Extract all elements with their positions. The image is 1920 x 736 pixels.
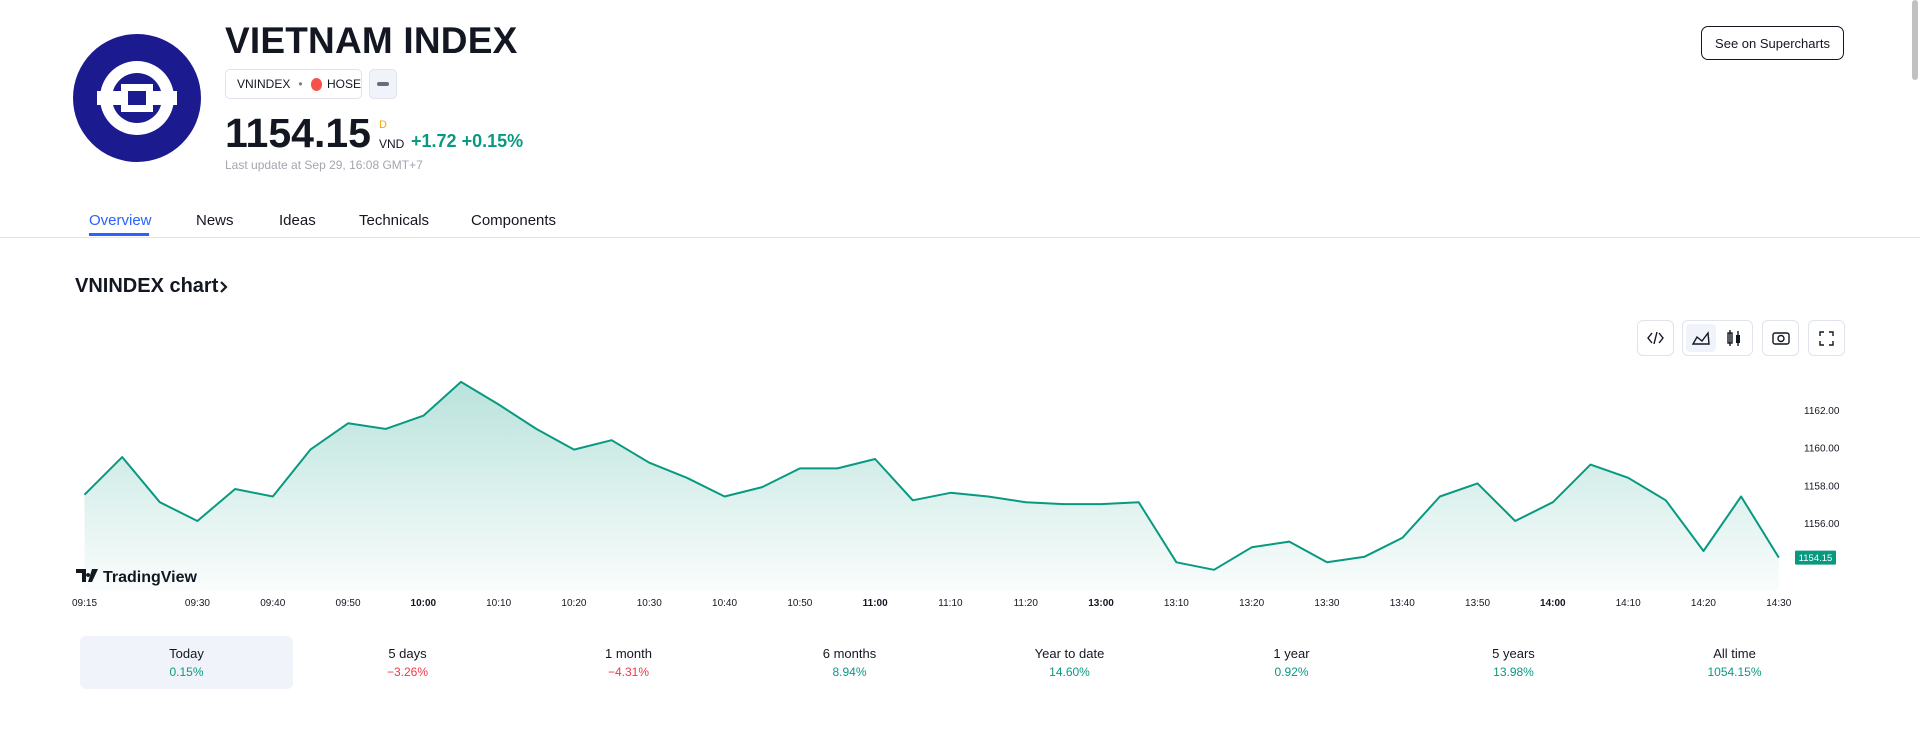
divider — [0, 237, 1920, 238]
x-tick-label: 13:00 — [1088, 598, 1114, 609]
x-tick-label: 14:00 — [1540, 598, 1566, 609]
fullscreen-button[interactable] — [1808, 320, 1845, 356]
icon — [377, 82, 389, 86]
period-value: 14.60% — [1049, 665, 1090, 679]
watermark: TradingView — [103, 569, 198, 586]
period-label: Year to date — [1034, 646, 1105, 661]
x-tick-label: 09:40 — [260, 598, 285, 609]
change: +1.72 +0.15% — [411, 131, 523, 152]
y-tick-label: 1156.00 — [1804, 519, 1840, 530]
x-tick-label: 10:00 — [411, 598, 437, 609]
period-value: 1054.15% — [1707, 665, 1762, 679]
x-tick-label: 10:10 — [486, 598, 511, 609]
x-tick-label: 11:20 — [1014, 598, 1039, 609]
last-price-tag — [1795, 550, 1836, 565]
period[interactable]: Year to date 14.60% — [963, 636, 1176, 689]
embed-button[interactable] — [1637, 320, 1674, 356]
icon — [1819, 331, 1834, 346]
chart-title: VNINDEX chart — [75, 275, 219, 297]
symbol-badge[interactable]: VNINDEX • HOSE — [225, 69, 362, 99]
symbol: VNINDEX — [237, 77, 291, 91]
period[interactable]: Today 0.15% — [80, 636, 293, 689]
tab[interactable]: Technicals — [359, 212, 430, 229]
x-tick-label: 14:20 — [1691, 598, 1716, 609]
period-label: 1 month — [605, 646, 652, 661]
area — [84, 381, 1779, 591]
watermark-icon — [76, 569, 98, 582]
change-pct: +0.15% — [461, 131, 524, 151]
icon — [1727, 330, 1740, 346]
logo — [73, 34, 201, 162]
x-tick-label: 11:00 — [863, 598, 888, 609]
period-label: 5 days — [388, 646, 427, 661]
x-tick-label: 09:15 — [72, 598, 97, 609]
x-tick-label: 14:30 — [1766, 598, 1791, 609]
period-value: −3.26% — [386, 665, 429, 679]
x-tick-label: 10:40 — [712, 598, 737, 609]
separator: • — [298, 77, 303, 91]
x-tick-label: 13:50 — [1465, 598, 1490, 609]
period-label: Today — [169, 646, 204, 661]
period[interactable]: 5 days −3.26% — [301, 636, 514, 689]
x-tick-label: 10:20 — [561, 598, 586, 609]
y-tick-label: 1162.00 — [1804, 406, 1840, 417]
period-value: 0.92% — [1274, 665, 1309, 679]
supercharts-button[interactable]: See on Supercharts — [1701, 26, 1844, 60]
last-update: Last update at Sep 29, 16:08 GMT+7 — [225, 158, 423, 172]
icon — [1772, 332, 1790, 345]
x-tick-label: 09:30 — [185, 598, 210, 609]
x-tick-label: 13:30 — [1314, 598, 1339, 609]
last-price-label: 1154.15 — [1799, 553, 1833, 564]
period[interactable]: 1 month −4.31% — [522, 636, 735, 689]
chart-style-group — [1682, 320, 1753, 356]
period-label: 5 years — [1492, 646, 1535, 661]
line-style-button[interactable] — [1686, 324, 1716, 352]
x-tick-label: 13:20 — [1239, 598, 1264, 609]
change-abs: +1.72 — [411, 131, 457, 151]
scrollbar — [1912, 0, 1918, 80]
y-tick-label: 1158.00 — [1804, 481, 1840, 492]
snapshot-button[interactable] — [1762, 320, 1799, 356]
period-label: 1 year — [1273, 646, 1310, 661]
period-value: −4.31% — [607, 665, 650, 679]
chevron — [220, 280, 228, 293]
period[interactable]: 5 years 13.98% — [1407, 636, 1620, 689]
x-tick-label: 13:40 — [1390, 598, 1415, 609]
x-tick-label: 09:50 — [336, 598, 361, 609]
icon — [1691, 331, 1710, 345]
chart: 1156.00 1158.00 1160.00 1162.00 1154.15 09:15… — [72, 380, 1840, 609]
exchange-icon — [310, 77, 322, 91]
price: 1154.15 — [225, 110, 371, 156]
line — [83, 380, 1780, 571]
x-tick-label: 13:10 — [1164, 598, 1189, 609]
tab[interactable]: Ideas — [279, 212, 316, 229]
period[interactable]: 6 months 8.94% — [743, 636, 956, 689]
more-button[interactable] — [369, 69, 397, 99]
title: VIETNAM INDEX — [225, 20, 518, 61]
tab[interactable]: News — [196, 212, 234, 229]
period[interactable]: All time 1054.15% — [1628, 636, 1841, 689]
x-tick-label: 11:10 — [938, 598, 963, 609]
period-value: 13.98% — [1493, 665, 1534, 679]
x-tick-label: 10:50 — [787, 598, 812, 609]
period[interactable]: 1 year 0.92% — [1185, 636, 1398, 689]
x-tick-label: 10:30 — [637, 598, 662, 609]
y-tick-label: 1160.00 — [1804, 444, 1840, 455]
flag: D — [379, 119, 387, 131]
chart-title-link[interactable]: VNINDEX chart — [75, 275, 230, 298]
tab[interactable]: Components — [471, 212, 557, 229]
tab[interactable]: Overview — [89, 212, 152, 229]
period-label: All time — [1713, 646, 1756, 661]
period-value: 8.94% — [832, 665, 867, 679]
tab-underline — [89, 233, 149, 236]
currency: VND — [379, 137, 405, 151]
icon — [1647, 331, 1664, 345]
period-value: 0.15% — [169, 665, 204, 679]
period-label: 6 months — [822, 646, 877, 661]
candle-style-button[interactable] — [1719, 324, 1749, 352]
exchange: HOSE — [326, 77, 361, 91]
x-tick-label: 14:10 — [1616, 598, 1641, 609]
